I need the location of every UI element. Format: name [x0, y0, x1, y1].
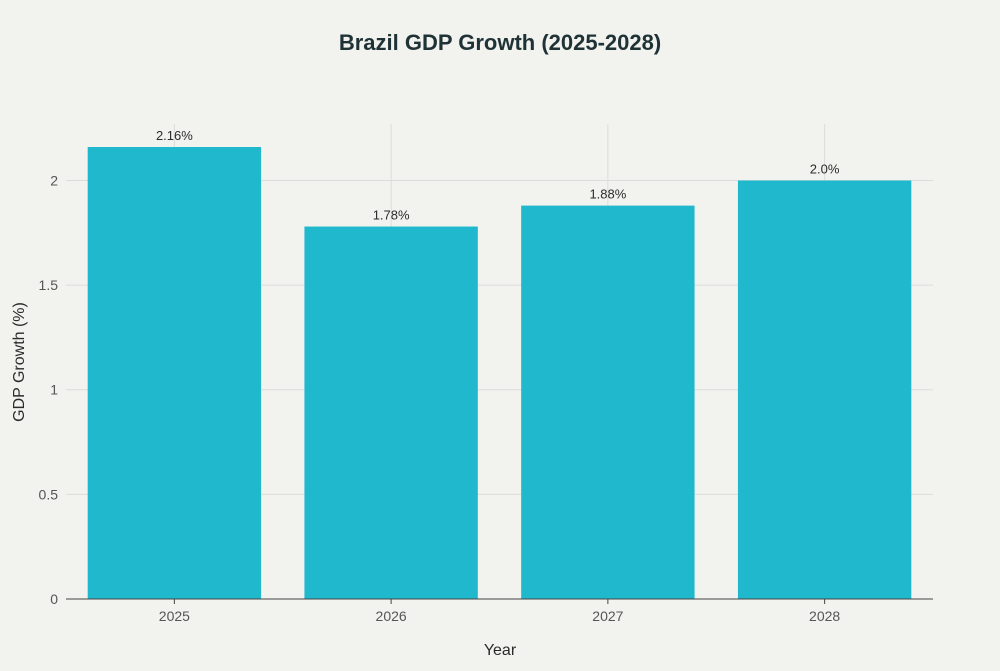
x-tick-label: 2028 [809, 608, 840, 624]
data-label-2027: 1.88% [589, 187, 626, 202]
x-tick-label: 2025 [159, 608, 190, 624]
chart-title: Brazil GDP Growth (2025-2028) [339, 30, 661, 55]
bar-2026[interactable] [304, 226, 478, 600]
axis-layer: 0 0.5 1 1.5 2 2025 2026 2027 2028 [39, 172, 933, 624]
x-tick-label: 2026 [376, 608, 407, 624]
data-label-2026: 1.78% [373, 208, 410, 223]
y-tick-label: 1 [50, 382, 58, 398]
y-tick-label: 2 [50, 172, 58, 188]
y-tick-label: 1.5 [39, 277, 59, 293]
x-tick-label: 2027 [592, 608, 623, 624]
bars-layer [87, 147, 912, 600]
y-tick-label: 0.5 [39, 486, 59, 502]
bar-2028[interactable] [737, 180, 912, 599]
y-axis-title: GDP Growth (%) [11, 302, 28, 422]
bar-2025[interactable] [87, 147, 262, 599]
data-labels-layer: 2.16% 1.78% 1.88% 2.0% [156, 128, 840, 223]
x-axis-title: Year [484, 642, 517, 659]
bar-2027[interactable] [521, 205, 695, 600]
y-tick-label: 0 [50, 591, 58, 607]
data-label-2025: 2.16% [156, 128, 193, 143]
data-label-2028: 2.0% [810, 161, 840, 176]
